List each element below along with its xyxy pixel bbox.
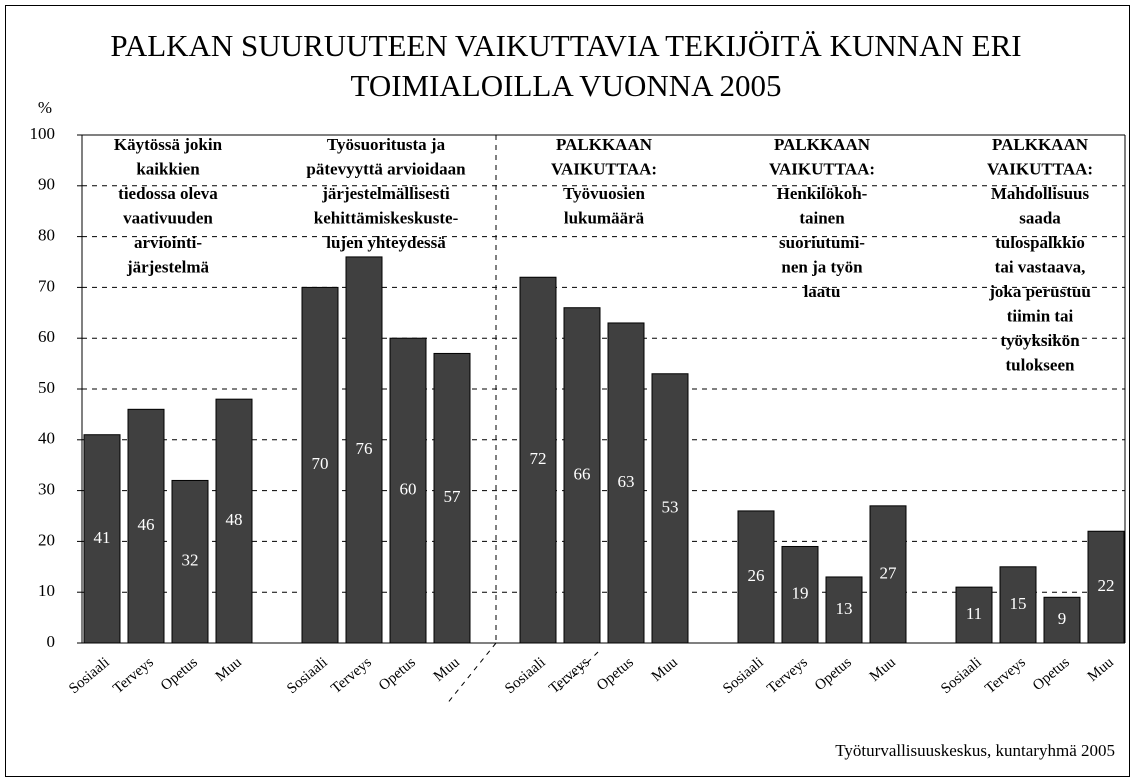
value-label: 9: [1058, 609, 1067, 628]
bar: [215, 398, 253, 644]
separator: [445, 642, 497, 706]
y-tick-label: 40: [38, 429, 55, 448]
y-tick-label: 50: [38, 378, 55, 397]
group-annotation: tulospalkkio: [995, 233, 1085, 252]
group-annotation: arviointi-: [134, 233, 202, 252]
chart-title: PALKAN SUURUUTEEN VAIKUTTAVIA TEKIJÖITÄ …: [110, 28, 1021, 63]
bar: [1043, 596, 1081, 644]
group-annotation: Mahdollisuus: [991, 184, 1090, 203]
group-annotation: saada: [1019, 208, 1061, 227]
group-annotation: tiedossa oleva: [118, 184, 218, 203]
y-tick-label: 60: [38, 327, 55, 346]
value-label: 19: [792, 584, 809, 603]
group-annotation: pätevyyttä arvioidaan: [306, 159, 466, 178]
value-label: 60: [400, 480, 417, 499]
group-annotation: joka perustuu: [988, 282, 1091, 301]
separator: [559, 651, 599, 691]
group-annotation: kaikkien: [136, 159, 200, 178]
group-annotation: VAIKUTTAA:: [987, 159, 1093, 178]
bar: [651, 373, 689, 644]
group-annotation: Työvuosien: [563, 184, 645, 203]
value-label: 22: [1098, 576, 1115, 595]
bar: [869, 505, 907, 644]
group-annotation: tiimin tai: [1007, 306, 1074, 325]
value-label: 46: [138, 515, 155, 534]
value-label: 48: [226, 510, 243, 529]
y-tick-label: 90: [38, 175, 55, 194]
bar: [825, 576, 863, 644]
y-tick-label: 80: [38, 226, 55, 245]
value-label: 70: [312, 454, 329, 473]
bar: [519, 276, 557, 644]
group-annotation: Käytössä jokin: [114, 135, 223, 154]
bar: [389, 337, 427, 644]
group-annotation: PALKKAAN: [774, 135, 871, 154]
group-annotation: kehittämiskeskuste-: [314, 208, 459, 227]
value-label: 27: [880, 563, 898, 582]
bar: [999, 566, 1037, 644]
chart-title: TOIMIALOILLA VUONNA 2005: [350, 68, 781, 103]
group-annotation: tulokseen: [1006, 355, 1076, 374]
value-label: 41: [94, 528, 111, 547]
bar: [563, 307, 601, 644]
group-annotation: Henkilökoh-: [777, 184, 868, 203]
group-annotation: nen ja työn: [781, 257, 863, 276]
group-annotation: tai vastaava,: [995, 257, 1086, 276]
bar: [127, 408, 165, 644]
value-label: 13: [836, 599, 853, 618]
bar: [433, 352, 471, 644]
bar: [345, 256, 383, 644]
group-annotation: laatu: [804, 282, 841, 301]
group-annotation: vaativuuden: [123, 208, 213, 227]
y-tick-label: 0: [47, 632, 56, 651]
y-tick-label: 70: [38, 276, 55, 295]
value-label: 32: [182, 551, 199, 570]
group-annotation: lujen yhteydessä: [326, 233, 446, 252]
y-tick-label: 30: [38, 480, 55, 499]
bar: [737, 510, 775, 644]
value-label: 72: [530, 449, 547, 468]
value-label: 11: [966, 604, 982, 623]
bar: [1087, 530, 1125, 644]
value-label: 76: [356, 439, 373, 458]
y-tick-label: 100: [30, 124, 56, 143]
y-axis-label: %: [38, 98, 52, 117]
source: Työturvallisuuskeskus, kuntaryhmä 2005: [835, 741, 1115, 760]
group-annotation: tainen: [799, 208, 845, 227]
group-annotation: Työsuoritusta ja: [327, 135, 446, 154]
group-annotation: VAIKUTTAA:: [769, 159, 875, 178]
bar: [171, 479, 209, 644]
y-tick-label: 20: [38, 530, 55, 549]
bar: [83, 434, 121, 644]
y-tick-label: 10: [38, 581, 55, 600]
value-label: 57: [444, 487, 462, 506]
bar: [301, 286, 339, 644]
group-annotation: järjestelmällisesti: [321, 184, 450, 203]
group-annotation: suoriutumi-: [779, 233, 865, 252]
value-label: 15: [1010, 594, 1027, 613]
group-annotation: PALKKAAN: [992, 135, 1089, 154]
bar: [781, 545, 819, 644]
value-label: 26: [748, 566, 765, 585]
group-annotation: PALKKAAN: [556, 135, 653, 154]
group-annotation: järjestelmä: [126, 257, 210, 276]
bar: [955, 586, 993, 644]
group-annotation: työyksikön: [1000, 331, 1080, 350]
value-label: 63: [618, 472, 635, 491]
group-annotation: lukumäärä: [564, 208, 645, 227]
group-annotation: VAIKUTTAA:: [551, 159, 657, 178]
value-label: 53: [662, 497, 679, 516]
value-label: 66: [574, 464, 591, 483]
bar: [607, 322, 645, 644]
